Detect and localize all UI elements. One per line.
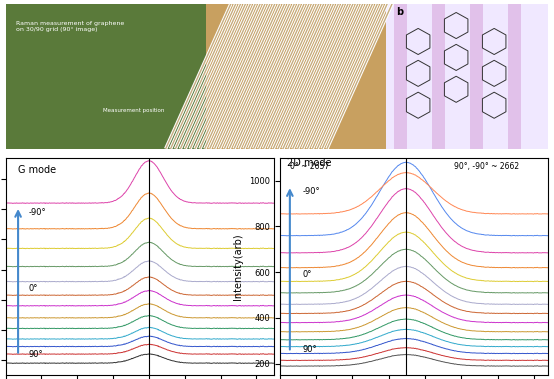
Bar (207, 4, 386, 149)
Bar (394, 4, 407, 149)
Text: G mode: G mode (18, 165, 56, 175)
Text: 0°: 0° (29, 283, 38, 293)
Text: -90°: -90° (29, 208, 47, 217)
Bar (386, 4, 548, 149)
Text: 90°: 90° (29, 350, 43, 359)
Bar (432, 4, 445, 149)
Text: 90°, -90° ~ 2662: 90°, -90° ~ 2662 (454, 162, 519, 171)
Bar (508, 4, 521, 149)
Text: 90°: 90° (303, 345, 317, 354)
Text: Raman measurement of graphene
on 30/90 grid (90° image): Raman measurement of graphene on 30/90 g… (17, 21, 125, 32)
Bar (6, 4, 207, 149)
Text: 0° ~ 2657: 0° ~ 2657 (290, 162, 329, 171)
Bar (470, 4, 483, 149)
Text: 0°: 0° (303, 270, 312, 279)
Text: 2D mode: 2D mode (287, 158, 331, 168)
Text: b: b (397, 7, 403, 17)
Text: Measurement position: Measurement position (103, 108, 165, 113)
Y-axis label: Intensity(arb): Intensity(arb) (233, 233, 243, 300)
Text: -90°: -90° (303, 187, 321, 196)
